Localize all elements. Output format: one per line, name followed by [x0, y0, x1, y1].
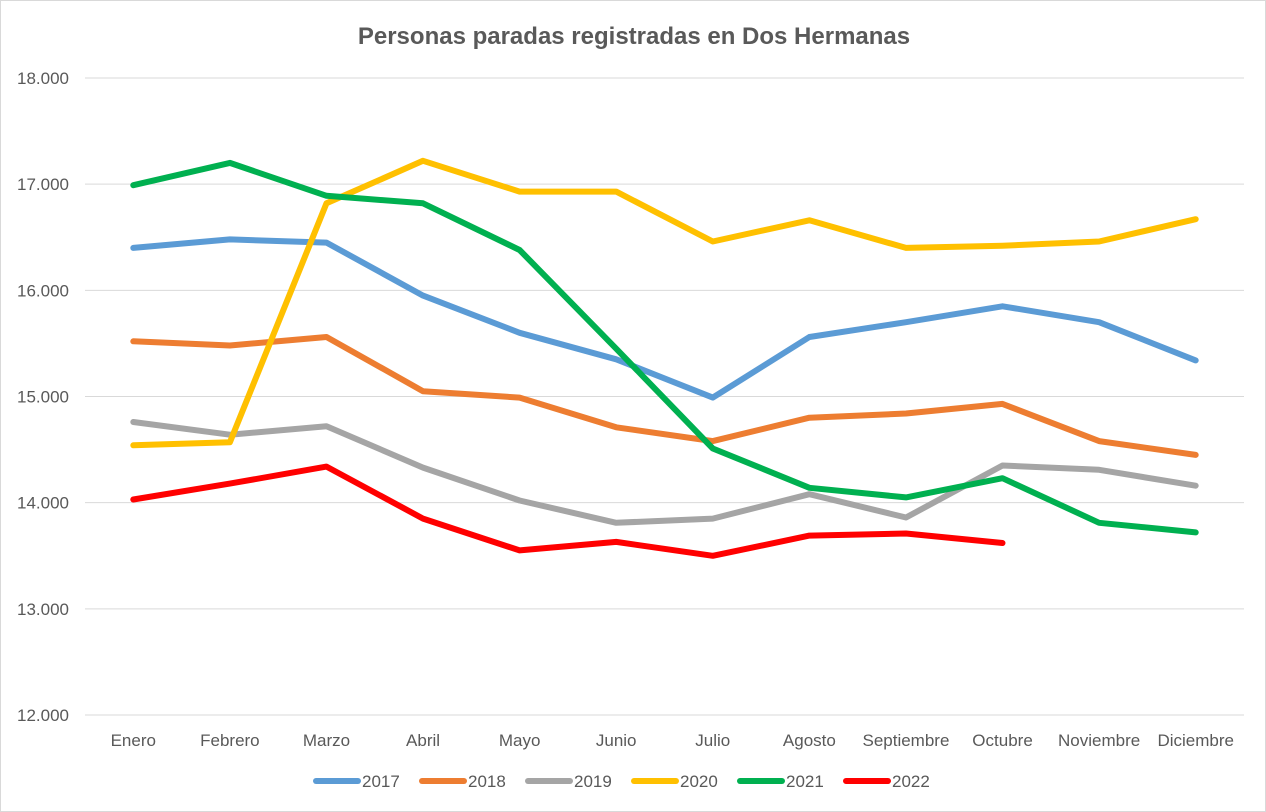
series-line-2020 [130, 157, 1199, 449]
x-tick-label: Noviembre [1058, 731, 1140, 750]
y-tick-label: 17.000 [17, 175, 69, 194]
x-tick-label: Abril [406, 731, 440, 750]
legend-item-2021: 2021 [737, 772, 824, 791]
y-tick-label: 15.000 [17, 388, 69, 407]
y-axis-ticks: 12.000 13.000 14.000 15.000 16.000 17.000 18.0… [17, 69, 69, 725]
series-line-2022 [130, 463, 1006, 559]
y-tick-label: 14.000 [17, 494, 69, 513]
series-line-2021 [130, 159, 1199, 536]
x-tick-label: Diciembre [1157, 731, 1234, 750]
legend-item-2018: 2018 [419, 772, 506, 791]
y-tick-label: 16.000 [17, 281, 69, 300]
x-tick-label: Junio [596, 731, 637, 750]
legend-item-2020: 2020 [631, 772, 718, 791]
chart-title: Personas paradas registradas en Dos Herm… [358, 23, 910, 50]
y-tick-label: 13.000 [17, 600, 69, 619]
series-line-2018 [130, 334, 1199, 458]
series-line-2019 [130, 419, 1199, 526]
legend-label: 2019 [574, 772, 612, 791]
x-tick-label: Julio [695, 731, 730, 750]
gridlines [85, 77, 1244, 716]
x-tick-label: Febrero [200, 731, 260, 750]
y-tick-label: 12.000 [17, 706, 69, 725]
legend-label: 2022 [892, 772, 930, 791]
x-tick-label: Marzo [303, 731, 350, 750]
legend-label: 2018 [468, 772, 506, 791]
legend-label: 2020 [680, 772, 718, 791]
legend-item-2022: 2022 [843, 772, 930, 791]
legend-label: 2021 [786, 772, 824, 791]
legend-label: 2017 [362, 772, 400, 791]
x-tick-label: Mayo [499, 731, 541, 750]
legend: 2017 2018 2019 2020 2021 2022 [313, 772, 930, 791]
series-lines [130, 157, 1199, 559]
legend-item-2017: 2017 [313, 772, 400, 791]
x-tick-label: Septiembre [862, 731, 949, 750]
series-line-2017 [130, 236, 1199, 401]
legend-item-2019: 2019 [525, 772, 612, 791]
y-tick-label: 18.000 [17, 69, 69, 88]
x-tick-label: Agosto [783, 731, 836, 750]
x-axis-ticks: Enero Febrero Marzo Abril Mayo Junio Julio Agos… [111, 731, 1234, 750]
x-tick-label: Octubre [972, 731, 1032, 750]
x-tick-label: Enero [111, 731, 156, 750]
